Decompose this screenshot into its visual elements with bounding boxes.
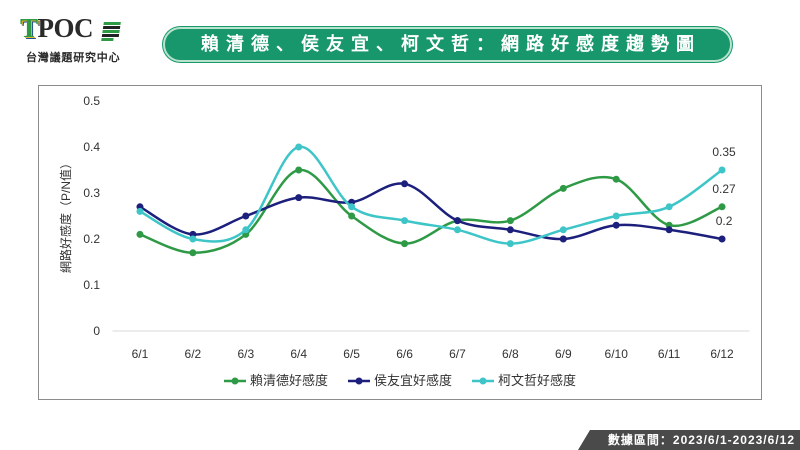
legend-item: 賴清德好感度 (223, 373, 328, 389)
brand-logo: TPOC 台灣議題研究中心 (18, 10, 148, 70)
legend-item: 侯友宜好感度 (347, 373, 452, 389)
legend-swatch (347, 377, 370, 385)
legend-item: 柯文哲好感度 (472, 373, 576, 389)
chart-title: 賴清德、侯友宜、柯文哲：網路好感度趨勢圖 (163, 27, 732, 62)
legend-label: 柯文哲好感度 (498, 373, 577, 388)
brand-subtitle: 台灣議題研究中心 (26, 52, 121, 64)
striped-mark-icon (101, 22, 121, 41)
legend-swatch (472, 377, 494, 385)
legend-label: 侯友宜好感度 (373, 373, 452, 388)
data-range-footer: 數據區間：2023/6/1-2023/6/12 (578, 430, 800, 450)
chart-frame (38, 85, 762, 400)
legend-label: 賴清德好感度 (249, 373, 328, 388)
brand-name: TPOC (20, 13, 94, 43)
legend: 賴清德好感度 侯友宜好感度 柯文哲好感度 (38, 372, 762, 390)
legend-swatch (223, 377, 246, 385)
